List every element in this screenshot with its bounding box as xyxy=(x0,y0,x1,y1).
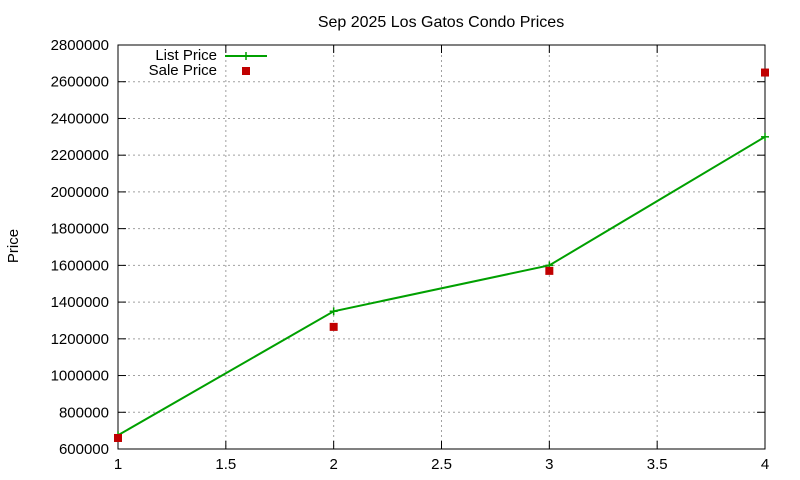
data-point xyxy=(545,266,554,275)
data-point xyxy=(761,132,769,141)
x-tick-label: 4 xyxy=(761,456,769,473)
y-axis-label: Price xyxy=(5,229,22,263)
data-point xyxy=(329,322,338,331)
series-line xyxy=(117,135,766,437)
chart-title: Sep 2025 Los Gatos Condo Prices xyxy=(318,14,564,31)
axis-ticks: 600000 800000 1000000 1200000 1400000 1600000… xyxy=(51,37,770,473)
x-tick-label: 3.5 xyxy=(647,456,668,473)
x-tick-label: 2.5 xyxy=(431,456,452,473)
y-tick-label: 2200000 xyxy=(51,147,109,164)
x-tick-label: 3 xyxy=(545,456,553,473)
data-point xyxy=(114,433,122,442)
y-tick-label: 600000 xyxy=(59,441,109,458)
data-point xyxy=(761,68,769,77)
x-tick-label: 1.5 xyxy=(215,456,236,473)
y-tick-label: 1400000 xyxy=(51,294,109,311)
y-tick-label: 1600000 xyxy=(51,257,109,274)
data-point xyxy=(329,307,338,316)
y-tick-label: 1000000 xyxy=(51,368,109,385)
legend-label: List Price xyxy=(155,47,217,64)
legend-label: Sale Price xyxy=(149,62,217,79)
y-tick-label: 800000 xyxy=(59,404,109,421)
y-tick-label: 2800000 xyxy=(51,37,109,54)
grid-lines xyxy=(118,45,765,449)
y-tick-label: 2000000 xyxy=(51,184,109,201)
legend-swatch-square xyxy=(242,67,250,75)
x-tick-label: 2 xyxy=(329,456,337,473)
series-layer xyxy=(114,68,769,442)
y-tick-label: 2400000 xyxy=(51,110,109,127)
x-tick-label: 1 xyxy=(114,456,122,473)
y-tick-label: 1200000 xyxy=(51,331,109,348)
y-tick-label: 2600000 xyxy=(51,74,109,91)
series-sale-price xyxy=(114,68,769,442)
y-tick-label: 1800000 xyxy=(51,221,109,238)
